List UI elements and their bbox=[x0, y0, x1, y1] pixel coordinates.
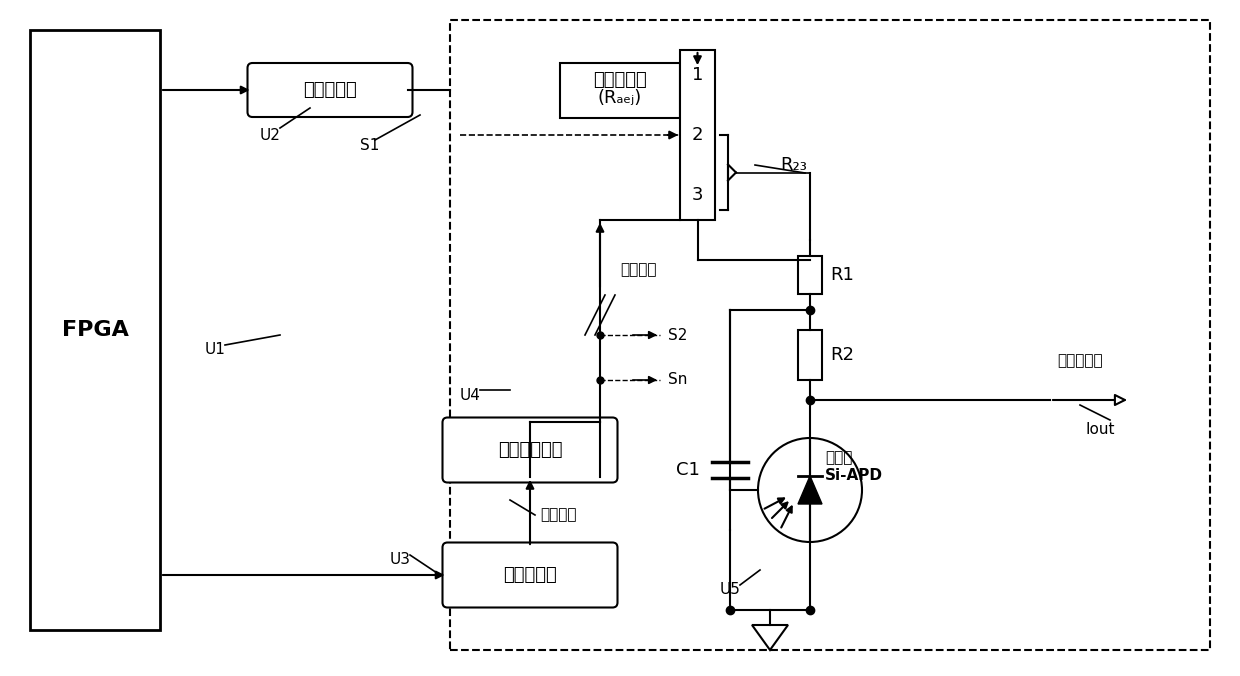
FancyBboxPatch shape bbox=[443, 543, 618, 608]
FancyBboxPatch shape bbox=[248, 63, 413, 117]
Text: 滑动变阵器: 滑动变阵器 bbox=[593, 71, 647, 89]
Text: Sn: Sn bbox=[668, 372, 687, 387]
Text: U1: U1 bbox=[205, 343, 226, 358]
Text: R1: R1 bbox=[830, 266, 854, 284]
Text: R₂₃: R₂₃ bbox=[780, 156, 807, 174]
Text: (Rₐₑⱼ): (Rₐₑⱼ) bbox=[598, 89, 642, 107]
Text: 数字电位计: 数字电位计 bbox=[503, 566, 557, 584]
Text: 高压电源模块: 高压电源模块 bbox=[497, 441, 562, 459]
Bar bbox=[450, 20, 1210, 650]
Bar bbox=[560, 62, 680, 118]
Text: U5: U5 bbox=[719, 583, 740, 598]
Text: 3: 3 bbox=[692, 186, 703, 204]
Text: U2: U2 bbox=[259, 128, 280, 143]
Text: U3: U3 bbox=[389, 552, 410, 567]
Text: Si-APD: Si-APD bbox=[825, 468, 883, 483]
Polygon shape bbox=[799, 476, 822, 504]
Text: 光电流输徧: 光电流输徧 bbox=[1058, 353, 1102, 368]
Text: U4: U4 bbox=[460, 387, 480, 402]
Text: Iout: Iout bbox=[1085, 422, 1115, 437]
Bar bbox=[799, 331, 822, 380]
Text: 探测器: 探测器 bbox=[825, 450, 852, 466]
Text: R2: R2 bbox=[830, 346, 854, 364]
Text: S2: S2 bbox=[668, 327, 687, 343]
Text: FPGA: FPGA bbox=[62, 320, 129, 340]
Bar bbox=[30, 30, 160, 630]
Text: 低压输入: 低压输入 bbox=[539, 508, 577, 523]
FancyBboxPatch shape bbox=[443, 418, 618, 483]
Text: 温度传感器: 温度传感器 bbox=[303, 81, 357, 99]
Text: C1: C1 bbox=[676, 461, 701, 479]
Text: 2: 2 bbox=[692, 126, 703, 144]
Bar bbox=[680, 50, 715, 220]
Text: S1: S1 bbox=[361, 137, 379, 153]
Text: 高压输徧: 高压输徧 bbox=[620, 262, 656, 278]
Bar bbox=[799, 256, 822, 294]
Text: 1: 1 bbox=[692, 66, 703, 84]
